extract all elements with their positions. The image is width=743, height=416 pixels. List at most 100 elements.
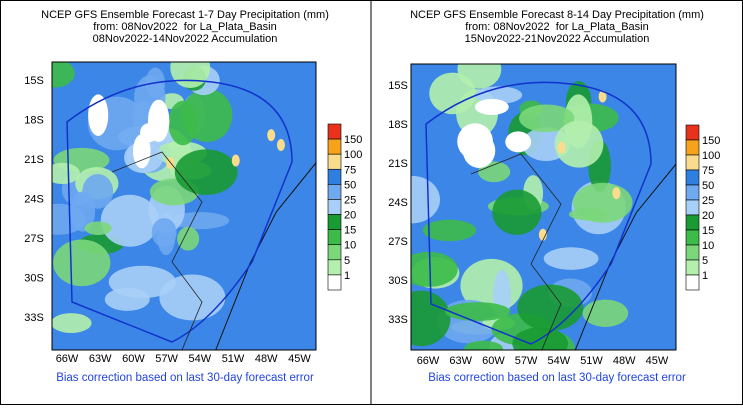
rain-area: [492, 189, 542, 235]
heavy-area: [557, 141, 566, 154]
lat-label: 30S: [24, 273, 44, 285]
heavy-area: [276, 138, 285, 151]
colorbar-swatch: [685, 244, 700, 261]
rain-area: [554, 120, 604, 168]
panel-title: from: 08Nov2022 for La_Plata_Basin: [465, 21, 648, 33]
lat-label: 18S: [388, 119, 408, 131]
lat-label: 21S: [388, 158, 408, 170]
rain-area: [543, 247, 599, 270]
map: [411, 64, 676, 350]
lat-label: 33S: [388, 314, 408, 326]
lat-label: 18S: [24, 115, 44, 127]
rain-area: [104, 287, 150, 311]
dry-area: [132, 134, 151, 169]
colorbar-label: 5: [344, 255, 350, 267]
lat-label: 15S: [388, 80, 408, 92]
colorbar-label: 150: [702, 135, 720, 147]
coastline: [574, 163, 676, 350]
lon-label: 60W: [482, 355, 505, 367]
dry-area: [474, 98, 509, 116]
colorbar-swatch: [327, 274, 342, 291]
lat-label: 24S: [388, 197, 408, 209]
borders: [470, 153, 562, 350]
colorbar-swatch: [327, 229, 342, 246]
map-frame: [410, 63, 677, 351]
colorbar-swatch: [685, 229, 700, 246]
colorbar-label: 100: [344, 149, 362, 161]
lon-label: 63W: [449, 355, 472, 367]
colorbar-swatch: [327, 244, 342, 261]
lat-label: 15S: [24, 75, 44, 87]
lon-label: 54W: [188, 353, 211, 365]
colorbar-swatch: [685, 259, 700, 276]
basin-outline: [425, 81, 652, 345]
colorbar-swatch: [685, 139, 700, 156]
rain-area: [170, 212, 230, 230]
rain-area: [411, 290, 451, 347]
colorbar-label: 50: [702, 180, 714, 192]
panel: NCEP GFS Ensemble Forecast 1-7 Day Preci…: [24, 9, 362, 384]
panel-title: NCEP GFS Ensemble Forecast 1-7 Day Preci…: [41, 9, 329, 21]
lon-label: 66W: [417, 355, 440, 367]
coastline: [215, 162, 316, 350]
rain-area: [422, 219, 477, 242]
colorbar-label: 15: [344, 225, 356, 237]
rain-area: [151, 218, 177, 247]
colorbar-swatch: [327, 259, 342, 276]
colorbar-swatch: [327, 184, 342, 200]
colorbar-label: 10: [702, 240, 714, 252]
lon-label: 51W: [580, 355, 603, 367]
lon-label: 54W: [547, 355, 570, 367]
lon-label: 45W: [646, 355, 669, 367]
lon-label: 63W: [89, 353, 112, 365]
colorbar-swatch: [685, 169, 700, 186]
panel-title: 15Nov2022-21Nov2022 Accumulation: [465, 33, 650, 45]
map: [52, 62, 316, 350]
rain-area: [517, 284, 584, 331]
rain-area: [457, 64, 502, 89]
rain-area: [464, 340, 503, 350]
colorbar-swatch: [685, 274, 700, 291]
lon-label: 48W: [613, 355, 636, 367]
colorbar-label: 20: [702, 210, 714, 222]
colorbar-label: 1: [702, 270, 708, 282]
colorbar-label: 25: [344, 194, 356, 206]
rain-area: [445, 302, 511, 321]
rain-area: [52, 313, 92, 333]
rain-area: [174, 149, 238, 195]
colorbar-swatch: [685, 154, 700, 171]
colorbar-label: 15: [702, 225, 714, 237]
colorbar-label: 75: [702, 165, 714, 177]
panel-title: NCEP GFS Ensemble Forecast 8-14 Day Prec…: [410, 9, 704, 21]
colorbar-swatch: [327, 138, 342, 155]
rain-area: [52, 62, 75, 88]
colorbar-label: 20: [344, 210, 356, 222]
colorbar-label: 1: [344, 270, 350, 282]
rain-area: [52, 162, 80, 185]
colorbar-label: 25: [702, 195, 714, 207]
lat-label: 24S: [24, 194, 44, 206]
colorbar-label: 50: [344, 179, 356, 191]
lon-label: 51W: [222, 353, 245, 365]
heavy-area: [612, 187, 621, 200]
heavy-area: [538, 228, 547, 241]
colorbar-swatch: [327, 168, 342, 185]
heavy-area: [267, 129, 276, 142]
rain-area: [519, 104, 575, 133]
lat-label: 21S: [24, 154, 44, 166]
dry-area: [88, 94, 109, 136]
dry-area: [505, 131, 532, 153]
colorbar-swatch: [327, 123, 342, 140]
colorbar-swatch: [327, 199, 342, 215]
rain-area: [159, 274, 226, 321]
panel: NCEP GFS Ensemble Forecast 8-14 Day Prec…: [388, 9, 720, 384]
rain-area: [84, 221, 112, 236]
rain-area: [572, 182, 633, 223]
colorbar-label: 100: [702, 150, 720, 162]
lat-label: 30S: [388, 275, 408, 287]
colorbar-swatch: [685, 214, 700, 231]
heavy-area: [598, 90, 607, 103]
colorbar-swatch: [327, 214, 342, 230]
rain-area: [411, 175, 441, 224]
